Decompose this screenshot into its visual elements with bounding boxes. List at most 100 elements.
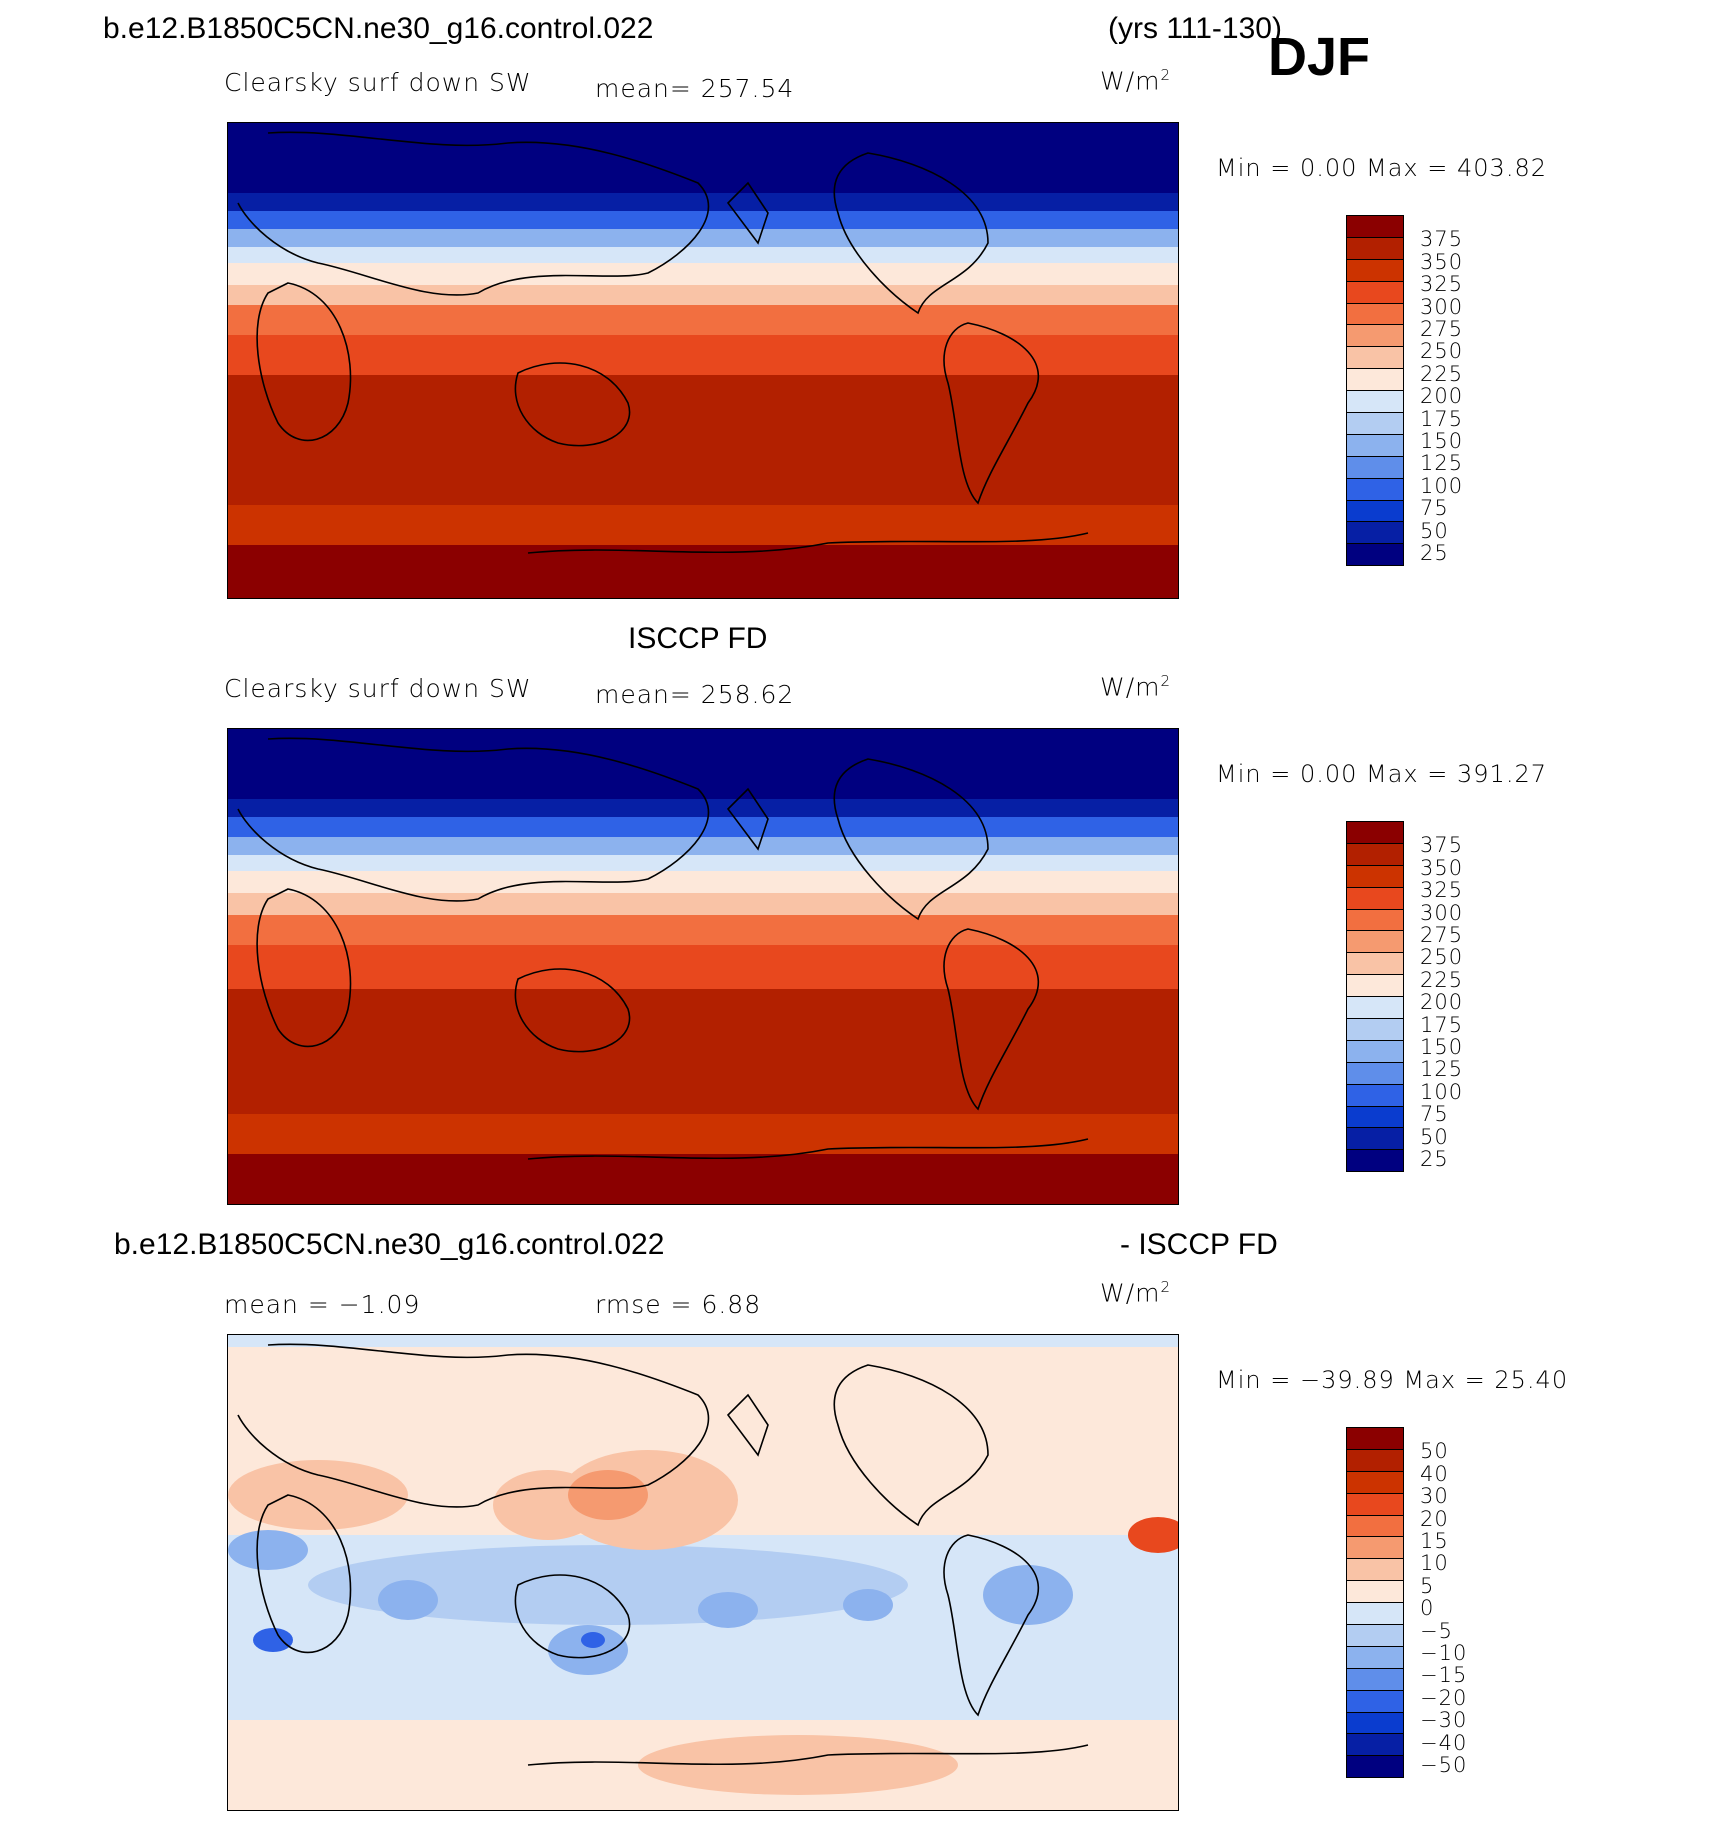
colorbar-swatch: [1346, 369, 1404, 392]
colorbar-swatch: [1346, 887, 1404, 910]
colorbar-swatch: [1346, 1690, 1404, 1713]
colorbar-swatch: [1346, 1756, 1404, 1779]
map-model-field: [228, 123, 1178, 598]
colorbar-tick-label: −10: [1420, 1641, 1468, 1665]
colorbar-tick-label: 40: [1420, 1461, 1449, 1486]
colorbar-swatch: [1346, 1427, 1404, 1450]
colorbar-tick-label: 250: [1420, 339, 1464, 364]
colorbar-tick-label: 100: [1420, 1079, 1464, 1104]
colorbar-swatch: [1346, 1106, 1404, 1129]
colorbar-tick-label: 150: [1420, 429, 1464, 453]
colorbar-tick-label: 200: [1420, 384, 1464, 409]
colorbar-tick-label: 175: [1420, 1012, 1464, 1037]
colorbar-tick-label: −40: [1420, 1730, 1468, 1755]
colorbar-swatch: [1346, 997, 1404, 1020]
colorbar-tick-label: 325: [1420, 272, 1464, 297]
colorbar-swatch: [1346, 1646, 1404, 1669]
colorbar-tick-label: 125: [1420, 451, 1464, 476]
colorbar-diff: [1346, 1427, 1404, 1779]
colorbar-tick-label: 25: [1420, 1147, 1449, 1171]
colorbar-tick-label: 125: [1420, 1057, 1464, 1082]
colorbar-tick-label: 75: [1420, 496, 1449, 521]
colorbar-tick-label: 150: [1420, 1035, 1464, 1059]
colorbar-swatch: [1346, 281, 1404, 304]
colorbar-tick-label: 0: [1420, 1596, 1435, 1621]
colorbar-tick-label: 15: [1420, 1529, 1449, 1553]
colorbar-swatch: [1346, 413, 1404, 435]
colorbar-tick-label: 300: [1420, 294, 1464, 319]
colorbar-swatch: [1346, 1084, 1404, 1107]
colorbar-model: [1346, 215, 1404, 567]
colorbar-tick-label: 275: [1420, 923, 1464, 947]
map-model: [227, 122, 1179, 599]
colorbar-swatch: [1346, 1581, 1404, 1604]
colorbar-swatch: [1346, 544, 1404, 567]
colorbar-swatch: [1346, 522, 1404, 545]
colorbar-swatch: [1346, 1559, 1404, 1582]
colorbar-tick-label: 275: [1420, 317, 1464, 341]
colorbar-swatch: [1346, 1150, 1404, 1173]
colorbar-swatch: [1346, 237, 1404, 260]
colorbar-swatch: [1346, 303, 1404, 326]
colorbar-swatch: [1346, 1603, 1404, 1626]
colorbar-swatch: [1346, 478, 1404, 501]
colorbar-tick-label: 375: [1420, 227, 1464, 252]
mean-label: mean= 258.62: [595, 680, 795, 709]
diff-title-left: b.e12.B1850C5CN.ne30_g16.control.022: [114, 1228, 665, 1261]
colorbar-obs: [1346, 821, 1404, 1173]
colorbar-tick-label: −15: [1420, 1663, 1468, 1688]
map-obs-field: [228, 729, 1178, 1204]
mean-label: mean= 257.54: [595, 74, 795, 103]
colorbar-swatch: [1346, 1449, 1404, 1472]
colorbar-tick-label: −50: [1420, 1753, 1468, 1777]
colorbar-tick-label: −5: [1420, 1618, 1453, 1643]
colorbar-tick-label: 50: [1420, 1439, 1449, 1464]
colorbar-swatch: [1346, 1734, 1404, 1757]
colorbar-tick-label: 350: [1420, 855, 1464, 880]
colorbar-tick-label: 175: [1420, 406, 1464, 431]
colorbar-swatch: [1346, 1019, 1404, 1041]
colorbar-swatch: [1346, 1471, 1404, 1494]
colorbar-tick-label: 50: [1420, 518, 1449, 543]
colorbar-swatch: [1346, 953, 1404, 976]
colorbar-swatch: [1346, 434, 1404, 457]
colorbar-swatch: [1346, 821, 1404, 844]
colorbar-tick-label: 20: [1420, 1506, 1449, 1531]
colorbar-swatch: [1346, 456, 1404, 479]
minmax-label: Min = 0.00 Max = 391.27: [1216, 760, 1547, 788]
units-label: W/m2: [1100, 66, 1172, 96]
colorbar-swatch: [1346, 843, 1404, 866]
colorbar-swatch: [1346, 1040, 1404, 1063]
rmse-label: rmse = 6.88: [595, 1290, 762, 1319]
colorbar-tick-label: 25: [1420, 541, 1449, 565]
colorbar-swatch: [1346, 931, 1404, 954]
colorbar-tick-label: 225: [1420, 361, 1464, 386]
colorbar-tick-label: 375: [1420, 833, 1464, 858]
colorbar-swatch: [1346, 1128, 1404, 1151]
colorbar-tick-label: 50: [1420, 1124, 1449, 1149]
colorbar-tick-label: −20: [1420, 1685, 1468, 1710]
colorbar-tick-label: 325: [1420, 878, 1464, 903]
colorbar-tick-label: 250: [1420, 945, 1464, 970]
colorbar-swatch: [1346, 500, 1404, 523]
variable-label: Clearsky surf down SW: [224, 68, 532, 97]
case-title: b.e12.B1850C5CN.ne30_g16.control.022: [103, 12, 654, 45]
diff-mean-label: mean = −1.09: [224, 1290, 421, 1319]
colorbar-tick-label: 350: [1420, 249, 1464, 274]
years-label: (yrs 111-130): [1108, 12, 1282, 45]
minmax-label: Min = −39.89 Max = 25.40: [1216, 1366, 1569, 1394]
colorbar-tick-label: 200: [1420, 990, 1464, 1015]
map-diff-field: [228, 1335, 1178, 1810]
colorbar-swatch: [1346, 1062, 1404, 1085]
units-label: W/m2: [1100, 672, 1172, 702]
map-obs: [227, 728, 1179, 1205]
colorbar-swatch: [1346, 391, 1404, 414]
colorbar-swatch: [1346, 909, 1404, 932]
colorbar-swatch: [1346, 259, 1404, 282]
colorbar-swatch: [1346, 1493, 1404, 1516]
season-label: DJF: [1268, 27, 1371, 87]
colorbar-tick-label: 30: [1420, 1484, 1449, 1509]
diff-title-right: - ISCCP FD: [1120, 1228, 1278, 1261]
units-label: W/m2: [1100, 1278, 1172, 1308]
colorbar-swatch: [1346, 1625, 1404, 1647]
